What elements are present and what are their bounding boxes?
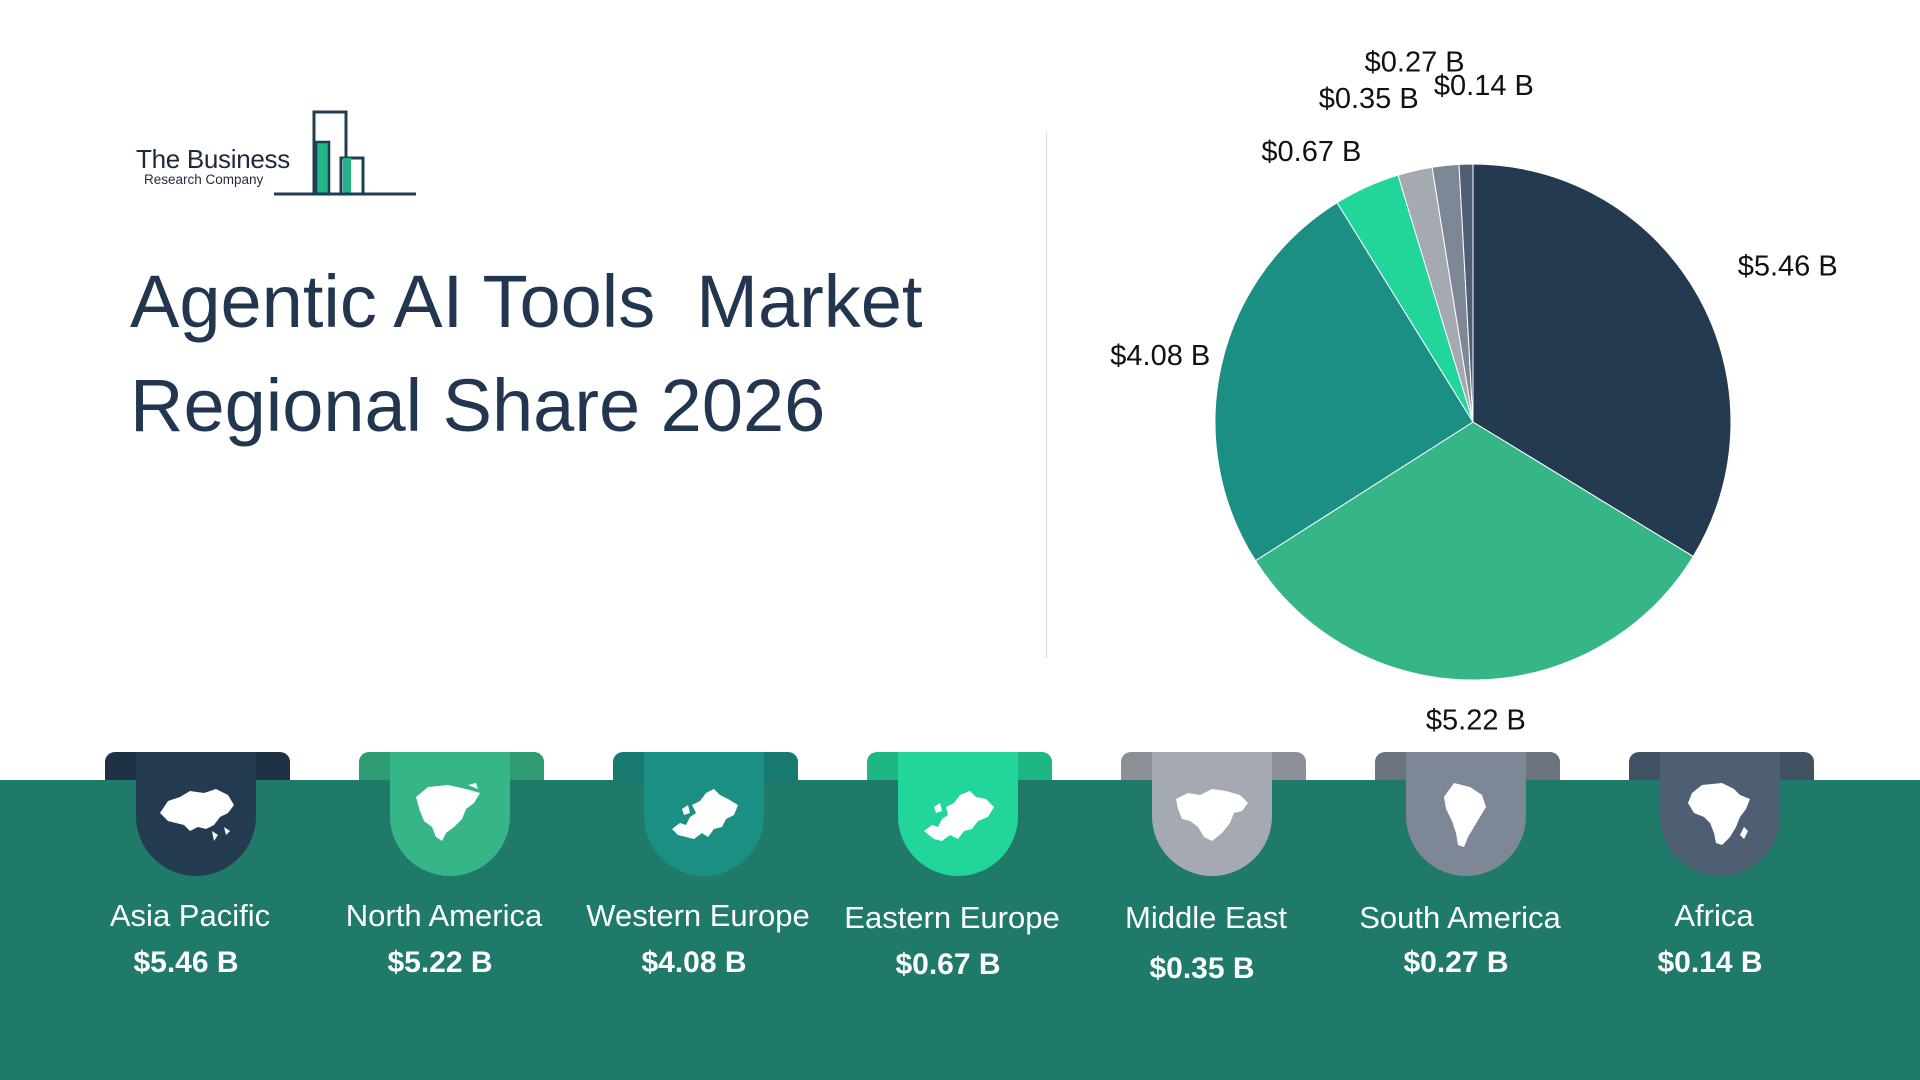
western-europe-map-icon xyxy=(672,789,738,839)
pie-slice-western-europe xyxy=(1214,202,1474,562)
north-america-map-icon xyxy=(416,783,480,841)
region-south-america: South America $0.27 B xyxy=(1340,752,1590,1012)
pie-slice-asia-pacific xyxy=(1472,163,1732,558)
pie-slice-north-america xyxy=(1254,421,1694,681)
region-badge xyxy=(644,752,764,876)
region-africa: Africa $0.14 B xyxy=(1594,752,1844,1012)
region-badge xyxy=(1406,752,1526,876)
region-asia-pacific: Asia Pacific $5.46 B xyxy=(70,752,320,1012)
region-badge xyxy=(390,752,510,876)
page-title: Agentic AI Tools Market Regional Share 2… xyxy=(130,250,922,458)
region-badge xyxy=(136,752,256,876)
region-name: South America xyxy=(1359,900,1561,935)
asia-map-icon xyxy=(160,789,234,841)
region-middle-east: Middle East $0.35 B xyxy=(1086,752,1336,1012)
region-name: Middle East xyxy=(1125,900,1287,935)
pie-slice-africa xyxy=(1458,163,1474,423)
pie-data-label: $5.22 B xyxy=(1426,705,1526,737)
pie-chart: $5.46 B $5.22 B $4.08 B $0.67 B $0.35 B $0.27… xyxy=(1110,47,1838,737)
region-name: Africa xyxy=(1674,898,1754,933)
logo-subname: Research Company xyxy=(144,172,264,187)
africa-map-icon xyxy=(1688,783,1750,845)
logo-name: The Business xyxy=(136,144,290,174)
title-line-1: Agentic AI Tools Market xyxy=(130,260,923,343)
pie-data-label: $4.08 B xyxy=(1110,340,1210,372)
logo-buildings-icon xyxy=(274,110,416,196)
vertical-divider xyxy=(1046,132,1047,658)
title-line-2: Regional Share 2026 xyxy=(130,364,826,447)
region-eastern-europe: Eastern Europe $0.67 B xyxy=(832,752,1082,1012)
pie-data-label: $0.14 B xyxy=(1434,70,1534,102)
region-name: Asia Pacific xyxy=(109,898,271,933)
region-value: $5.46 B xyxy=(133,946,239,979)
pie-data-label: $0.67 B xyxy=(1261,136,1361,168)
region-name: Western Europe xyxy=(586,898,810,933)
region-badge xyxy=(898,752,1018,876)
middle-east-map-icon xyxy=(1176,789,1248,841)
region-name: Eastern Europe xyxy=(844,900,1060,935)
region-western-europe: Western Europe $4.08 B xyxy=(578,752,828,1012)
pie-data-label: $0.27 B xyxy=(1365,47,1465,79)
region-badge xyxy=(1152,752,1272,876)
region-value: $0.35 B xyxy=(1149,952,1255,985)
region-value: $0.67 B xyxy=(895,948,1001,981)
region-north-america: North America $5.22 B xyxy=(324,752,574,1012)
region-value: $4.08 B xyxy=(641,946,747,979)
south-america-map-icon xyxy=(1444,783,1486,847)
region-name: North America xyxy=(345,898,543,933)
pie-data-label: $0.35 B xyxy=(1319,83,1419,115)
region-value: $5.22 B xyxy=(387,946,493,979)
region-value: $0.14 B xyxy=(1657,946,1763,979)
pie-data-label: $5.46 B xyxy=(1738,251,1838,283)
region-badge xyxy=(1660,752,1780,876)
eastern-europe-map-icon xyxy=(924,791,994,841)
region-value: $0.27 B xyxy=(1403,946,1509,979)
company-logo: The Business Research Company xyxy=(134,110,424,196)
